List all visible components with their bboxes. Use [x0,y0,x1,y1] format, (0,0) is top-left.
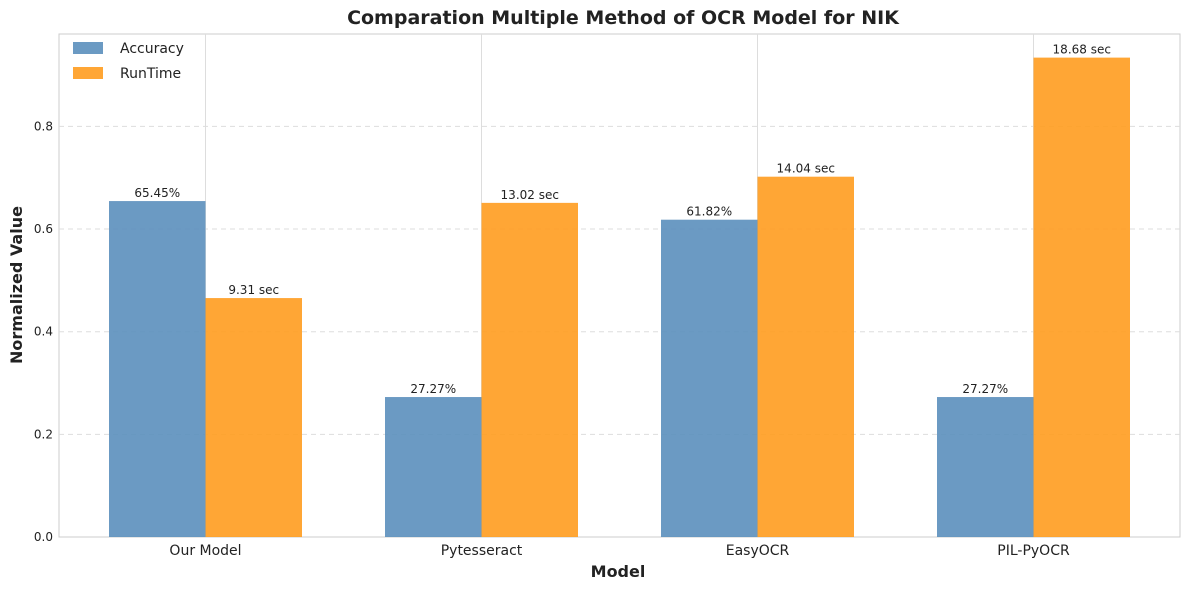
x-tick-label: PIL-PyOCR [997,543,1070,559]
accuracy-bar [109,201,206,537]
accuracy-bar [937,397,1034,537]
runtime-bar-label: 9.31 sec [228,283,279,297]
plot-frame [58,33,1181,538]
accuracy-bar [385,397,482,537]
bars-layer [109,57,1130,538]
runtime-bar-label: 14.04 sec [777,162,835,176]
runtime-bar [205,298,302,537]
x-tick-label: EasyOCR [726,543,790,559]
y-tick-label: 0.8 [34,119,53,133]
accuracy-bar-label: 27.27% [410,382,456,396]
runtime-bar [481,202,578,537]
y-tick-label: 0.4 [34,325,53,339]
y-tick-label: 0.6 [34,222,53,236]
x-tick-label: Pytesseract [441,543,523,559]
runtime-bar-label: 13.02 sec [501,188,559,202]
y-ticks: 0.0 0.2 0.4 0.6 0.8 [34,119,53,544]
accuracy-bar-label: 61.82% [686,205,732,219]
runtime-bar-label: 18.68 sec [1053,43,1111,57]
bar-labels-layer: 65.45% 9.31 sec 27.27% 13.02 sec 61.82% 14.04… [134,43,1111,396]
legend-swatch-runtime [73,67,103,79]
legend-swatch-accuracy [73,42,103,54]
legend-label-runtime: RunTime [120,66,181,82]
x-axis-label: Model [591,562,646,581]
legend: Accuracy RunTime [73,41,184,82]
runtime-bar [1033,57,1130,538]
accuracy-bar-label: 27.27% [962,382,1008,396]
chart-title: Comparation Multiple Method of OCR Model… [347,7,900,29]
x-tick-label: Our Model [169,543,241,559]
y-tick-label: 0.2 [34,427,53,441]
accuracy-bar-label: 65.45% [134,186,180,200]
legend-label-accuracy: Accuracy [120,41,184,57]
y-tick-label: 0.0 [34,530,53,544]
accuracy-bar [661,219,758,537]
y-axis-label: Normalized Value [7,206,26,364]
x-ticks: Our Model Pytesseract EasyOCR PIL-PyOCR [169,543,1070,559]
runtime-bar [757,176,854,538]
